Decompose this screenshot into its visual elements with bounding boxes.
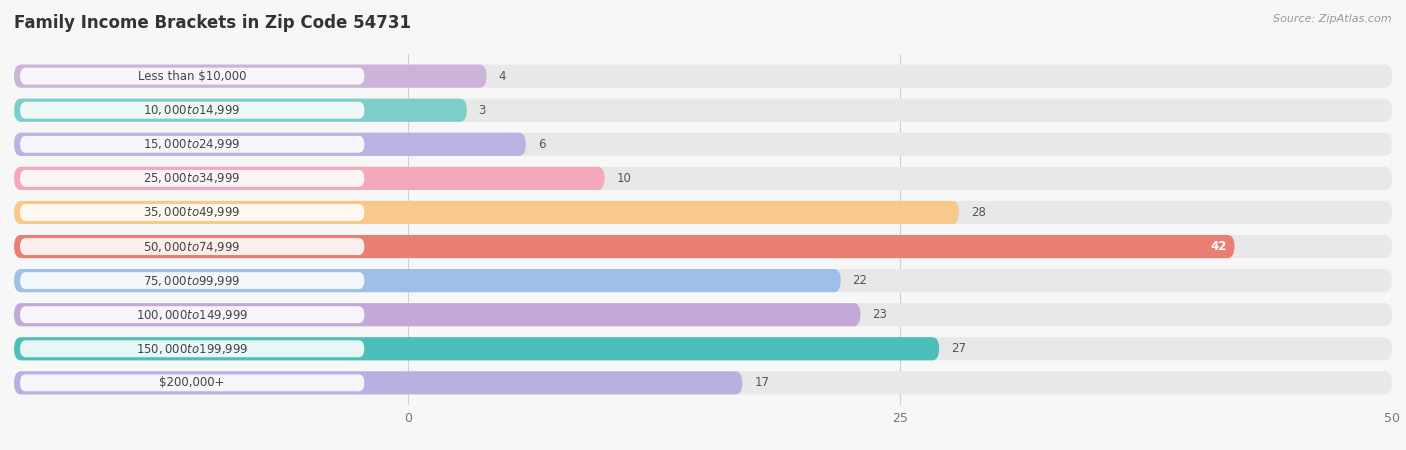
FancyBboxPatch shape [14,371,742,395]
Text: 10: 10 [616,172,631,185]
Text: $50,000 to $74,999: $50,000 to $74,999 [143,239,240,253]
Text: 4: 4 [498,70,506,83]
Text: 3: 3 [478,104,486,117]
Text: 22: 22 [852,274,868,287]
FancyBboxPatch shape [14,167,1392,190]
FancyBboxPatch shape [20,102,364,119]
FancyBboxPatch shape [14,269,841,292]
Text: $100,000 to $149,999: $100,000 to $149,999 [136,308,249,322]
FancyBboxPatch shape [14,64,486,88]
Text: Source: ZipAtlas.com: Source: ZipAtlas.com [1274,14,1392,23]
FancyBboxPatch shape [14,167,605,190]
FancyBboxPatch shape [14,64,1392,88]
FancyBboxPatch shape [14,371,1392,395]
Text: Less than $10,000: Less than $10,000 [138,70,246,83]
Text: Family Income Brackets in Zip Code 54731: Family Income Brackets in Zip Code 54731 [14,14,411,32]
FancyBboxPatch shape [14,235,1392,258]
Text: $200,000+: $200,000+ [159,376,225,389]
Text: $15,000 to $24,999: $15,000 to $24,999 [143,137,240,151]
FancyBboxPatch shape [20,238,364,255]
FancyBboxPatch shape [20,272,364,289]
Text: $75,000 to $99,999: $75,000 to $99,999 [143,274,240,288]
FancyBboxPatch shape [14,337,1392,360]
FancyBboxPatch shape [14,201,959,224]
Text: $35,000 to $49,999: $35,000 to $49,999 [143,206,240,220]
FancyBboxPatch shape [14,133,526,156]
Text: 6: 6 [537,138,546,151]
FancyBboxPatch shape [14,99,1392,122]
FancyBboxPatch shape [20,204,364,221]
Text: 28: 28 [970,206,986,219]
FancyBboxPatch shape [14,303,1392,326]
Text: 17: 17 [754,376,769,389]
Text: 27: 27 [950,342,966,355]
FancyBboxPatch shape [20,136,364,153]
FancyBboxPatch shape [14,99,467,122]
FancyBboxPatch shape [14,133,1392,156]
Text: $150,000 to $199,999: $150,000 to $199,999 [136,342,249,356]
FancyBboxPatch shape [20,68,364,85]
FancyBboxPatch shape [20,374,364,392]
FancyBboxPatch shape [14,269,1392,292]
Text: 23: 23 [872,308,887,321]
FancyBboxPatch shape [14,235,1234,258]
FancyBboxPatch shape [20,170,364,187]
FancyBboxPatch shape [14,201,1392,224]
FancyBboxPatch shape [20,340,364,357]
Text: 42: 42 [1211,240,1226,253]
Text: $25,000 to $34,999: $25,000 to $34,999 [143,171,240,185]
FancyBboxPatch shape [20,306,364,323]
Text: $10,000 to $14,999: $10,000 to $14,999 [143,103,240,117]
FancyBboxPatch shape [14,337,939,360]
FancyBboxPatch shape [14,303,860,326]
